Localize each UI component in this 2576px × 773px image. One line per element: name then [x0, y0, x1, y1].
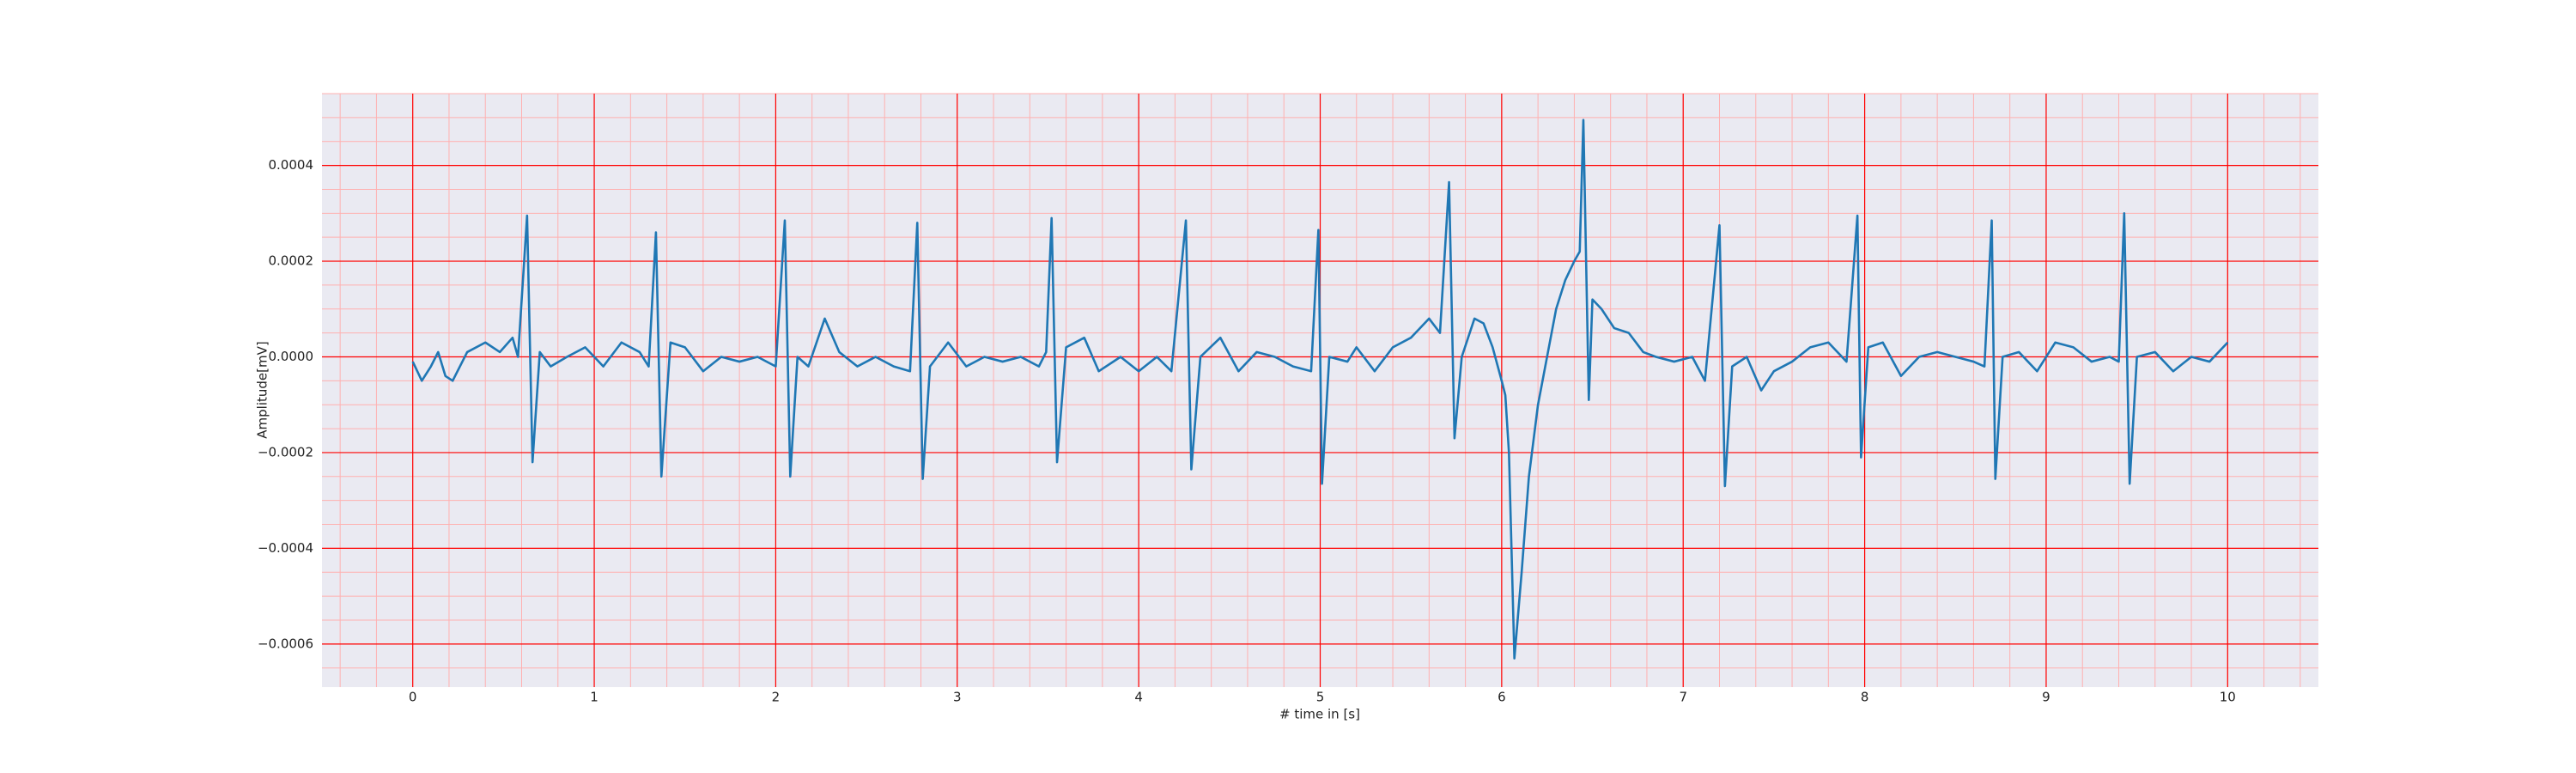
x-tick-label: 1: [590, 690, 598, 705]
y-tick-label: −0.0006: [258, 636, 313, 651]
y-tick-label: −0.0002: [258, 444, 313, 460]
y-tick-label: 0.0000: [269, 349, 314, 364]
y-tick-label: 0.0002: [269, 253, 314, 269]
x-tick-label: 0: [409, 690, 417, 705]
x-tick-label: 8: [1861, 690, 1869, 705]
y-tick-label: −0.0004: [258, 540, 313, 556]
x-tick-label: 5: [1316, 690, 1325, 705]
x-tick-label: 10: [2220, 690, 2236, 705]
y-tick-label: 0.0004: [269, 157, 314, 173]
y-axis-label: Amplitude[mV]: [255, 341, 270, 438]
x-tick-label: 3: [953, 690, 962, 705]
x-tick-label: 9: [2042, 690, 2050, 705]
x-tick-label: 4: [1134, 690, 1143, 705]
x-tick-label: 2: [772, 690, 781, 705]
x-axis-label: # time in [s]: [1279, 707, 1360, 722]
ecg-line: [411, 119, 2229, 660]
x-tick-label: 6: [1498, 690, 1506, 705]
x-tick-label: 7: [1679, 690, 1687, 705]
